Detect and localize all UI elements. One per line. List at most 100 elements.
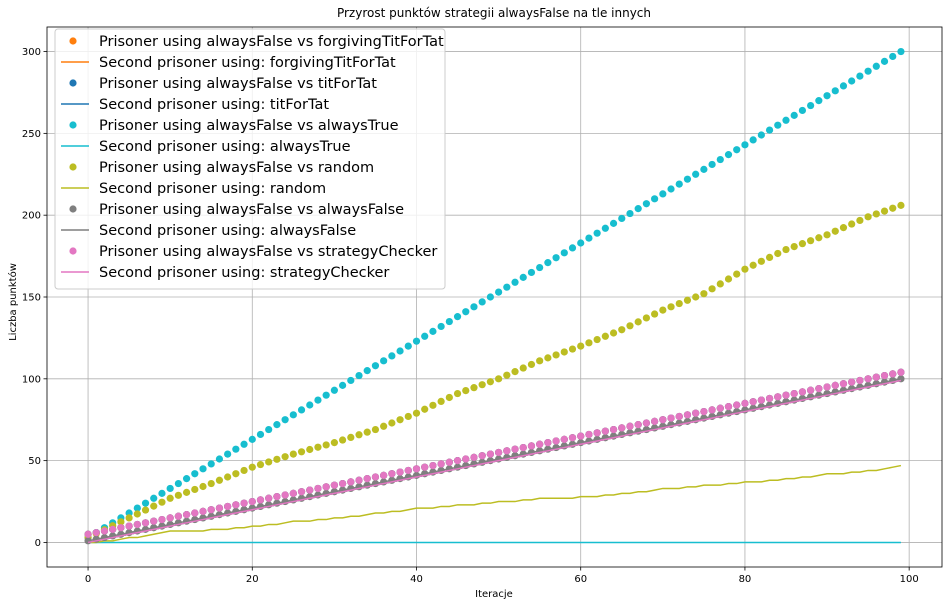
data-point bbox=[733, 146, 741, 154]
data-point bbox=[207, 479, 215, 488]
data-point bbox=[380, 471, 388, 479]
data-point bbox=[601, 224, 609, 232]
data-point bbox=[774, 249, 782, 258]
data-point bbox=[421, 405, 429, 413]
data-point bbox=[675, 412, 683, 421]
data-point bbox=[585, 339, 593, 347]
series-0 bbox=[84, 368, 905, 538]
data-point bbox=[421, 332, 429, 340]
data-point bbox=[667, 185, 675, 193]
legend-marker bbox=[69, 79, 77, 87]
data-point bbox=[765, 126, 774, 134]
legend-entry-label: Prisoner using alwaysFalse vs alwaysTrue bbox=[99, 118, 399, 134]
data-point bbox=[519, 364, 527, 372]
data-point bbox=[158, 515, 166, 524]
data-point bbox=[388, 470, 396, 478]
data-point bbox=[798, 388, 807, 396]
y-tick-label: 50 bbox=[28, 456, 41, 467]
data-point bbox=[100, 527, 109, 535]
data-point bbox=[626, 322, 634, 330]
data-point bbox=[174, 512, 182, 520]
legend-entry-label: Second prisoner using: forgivingTitForTa… bbox=[99, 55, 396, 71]
data-point bbox=[774, 121, 782, 129]
data-point bbox=[240, 440, 248, 448]
data-point bbox=[798, 240, 807, 248]
data-point bbox=[462, 455, 470, 463]
legend-marker bbox=[69, 247, 77, 255]
data-point bbox=[470, 303, 478, 311]
data-point bbox=[659, 190, 667, 198]
data-point bbox=[536, 440, 544, 448]
data-point bbox=[765, 253, 774, 261]
data-point bbox=[322, 441, 330, 449]
data-point bbox=[495, 288, 503, 296]
data-point bbox=[634, 421, 642, 429]
data-point bbox=[339, 479, 347, 488]
data-point bbox=[568, 244, 577, 252]
data-point bbox=[437, 397, 445, 405]
data-point bbox=[782, 245, 790, 254]
data-point bbox=[191, 485, 199, 494]
data-point bbox=[889, 52, 897, 61]
data-point bbox=[724, 275, 733, 283]
series-line bbox=[88, 464, 902, 544]
data-point bbox=[651, 310, 659, 318]
data-point bbox=[815, 234, 823, 242]
data-point bbox=[256, 430, 265, 439]
data-point bbox=[232, 470, 240, 478]
data-point bbox=[692, 409, 700, 417]
legend-entry-label: Prisoner using alwaysFalse vs random bbox=[99, 160, 374, 176]
data-point bbox=[339, 381, 347, 389]
data-point bbox=[749, 398, 757, 406]
data-point bbox=[470, 453, 478, 461]
data-point bbox=[339, 436, 347, 444]
data-point bbox=[322, 391, 330, 399]
data-point bbox=[511, 278, 519, 286]
data-point bbox=[265, 458, 273, 466]
data-point bbox=[536, 263, 544, 272]
plot-series bbox=[84, 47, 905, 545]
data-point bbox=[281, 416, 289, 424]
data-point bbox=[568, 345, 577, 353]
data-point bbox=[519, 443, 527, 452]
x-tick-label: 40 bbox=[410, 574, 423, 585]
series-7 bbox=[88, 464, 902, 544]
data-point bbox=[601, 427, 609, 435]
data-point bbox=[150, 517, 158, 525]
data-point bbox=[109, 525, 117, 533]
data-point bbox=[683, 411, 692, 419]
data-point bbox=[577, 239, 585, 247]
data-point bbox=[174, 491, 182, 499]
data-point bbox=[741, 399, 749, 407]
data-point bbox=[708, 285, 716, 293]
x-tick-label: 80 bbox=[739, 574, 752, 585]
data-point bbox=[552, 437, 560, 445]
data-point bbox=[215, 476, 224, 484]
data-point bbox=[724, 151, 733, 159]
data-point bbox=[453, 457, 462, 465]
data-point bbox=[527, 360, 536, 369]
data-point bbox=[347, 376, 355, 385]
data-point bbox=[141, 499, 150, 507]
data-point bbox=[560, 249, 568, 257]
data-point bbox=[248, 463, 256, 471]
data-point bbox=[84, 530, 92, 538]
data-point bbox=[823, 92, 831, 100]
data-point bbox=[609, 329, 618, 337]
data-point bbox=[166, 514, 174, 522]
data-point bbox=[536, 357, 544, 365]
data-point bbox=[741, 265, 749, 273]
data-point bbox=[856, 72, 864, 80]
legend-marker bbox=[69, 37, 77, 45]
data-point bbox=[848, 220, 856, 228]
data-point bbox=[199, 482, 207, 491]
data-point bbox=[560, 435, 568, 443]
data-point bbox=[289, 411, 297, 419]
data-point bbox=[511, 368, 519, 376]
data-point bbox=[306, 445, 314, 454]
data-point bbox=[478, 452, 486, 460]
data-point bbox=[207, 506, 215, 514]
data-point bbox=[872, 373, 880, 381]
data-point bbox=[182, 475, 191, 483]
data-point bbox=[757, 396, 765, 404]
